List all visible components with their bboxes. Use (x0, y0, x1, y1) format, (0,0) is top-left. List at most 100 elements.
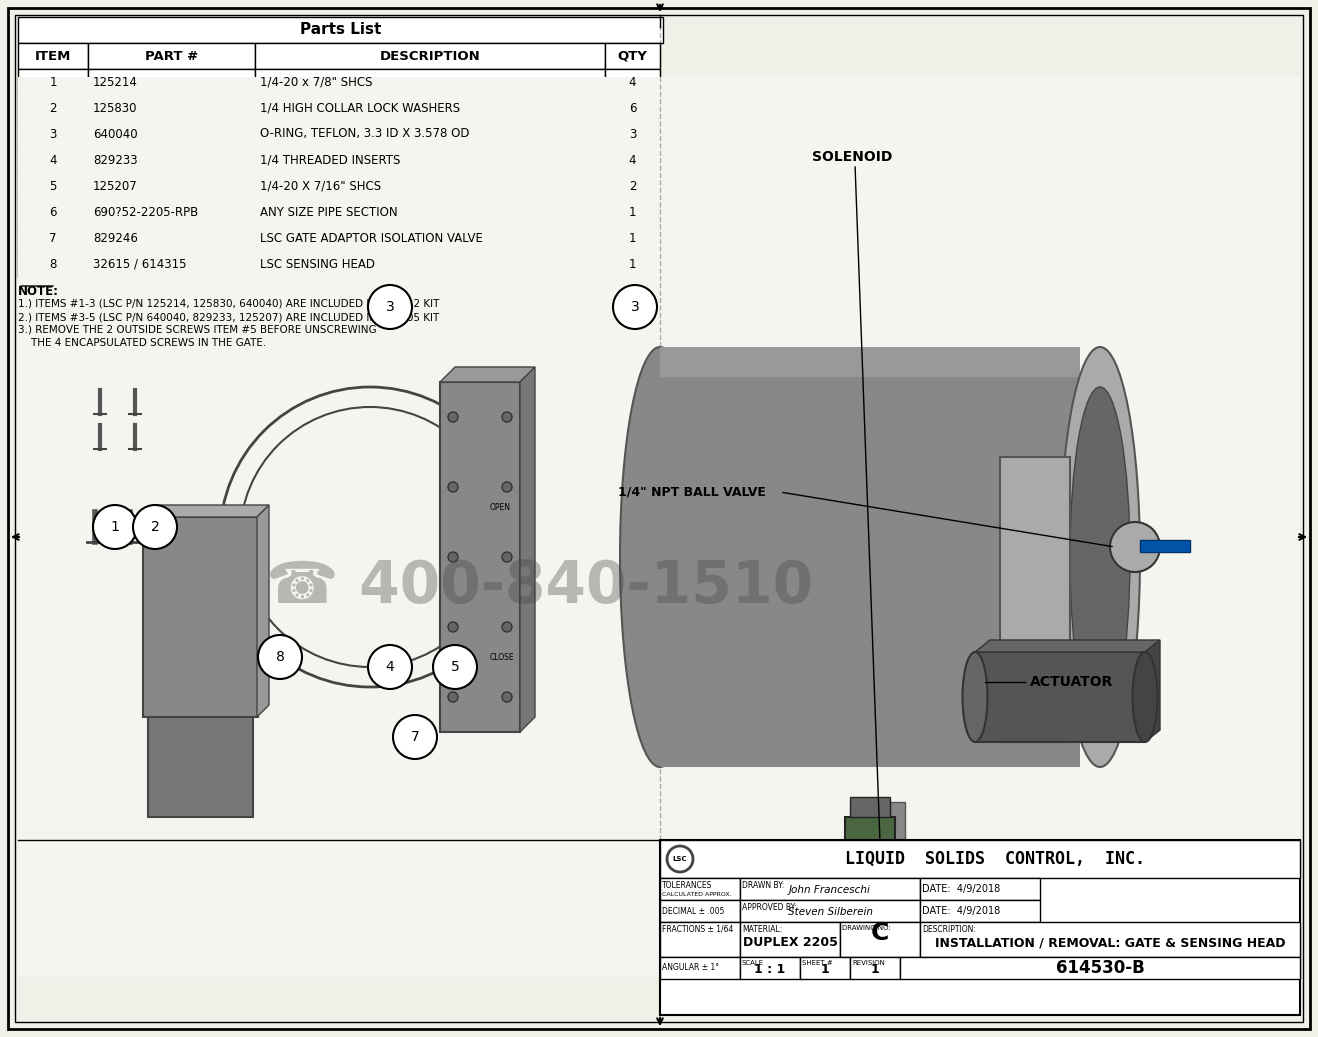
Text: 4: 4 (386, 660, 394, 674)
Bar (660, 878, 739, 900)
Bar (88, 251, 254, 277)
Circle shape (448, 412, 457, 422)
Circle shape (857, 854, 873, 870)
Circle shape (667, 846, 693, 872)
Bar (88, 225, 254, 251)
Bar (660, 840, 1300, 1015)
Text: DRAWING NO:: DRAWING NO: (842, 925, 891, 931)
Bar (920, 900, 1040, 922)
Bar (18, 225, 88, 251)
Text: OPEN: OPEN (490, 503, 511, 511)
Text: INSTALLATION / REMOVAL: GATE & SENSING HEAD: INSTALLATION / REMOVAL: GATE & SENSING H… (934, 936, 1285, 949)
Circle shape (502, 622, 511, 632)
Bar (739, 957, 800, 979)
Text: 1/4 HIGH COLLAR LOCK WASHERS: 1/4 HIGH COLLAR LOCK WASHERS (260, 102, 460, 114)
Text: 614530-B: 614530-B (1056, 959, 1144, 977)
Bar (88, 173, 254, 199)
Text: LSC SENSING HEAD: LSC SENSING HEAD (260, 257, 376, 271)
Text: 1/4-20 x 7/8" SHCS: 1/4-20 x 7/8" SHCS (260, 76, 373, 88)
Text: 1/4-20 X 7/16" SHCS: 1/4-20 X 7/16" SHCS (260, 179, 381, 193)
Text: 1: 1 (49, 76, 57, 88)
Text: QTY: QTY (618, 50, 647, 62)
Text: 8: 8 (275, 650, 285, 664)
Circle shape (448, 692, 457, 702)
Text: DESCRIPTION:: DESCRIPTION: (923, 925, 975, 934)
Text: ☎ 400-840-1510: ☎ 400-840-1510 (266, 559, 813, 616)
Bar (840, 922, 920, 957)
Bar (254, 69, 605, 95)
Text: 3: 3 (386, 300, 394, 314)
Bar (88, 147, 254, 173)
Polygon shape (257, 505, 269, 717)
Circle shape (448, 552, 457, 562)
Bar (605, 95, 660, 121)
Text: O-RING, TEFLON, 3.3 ID X 3.578 OD: O-RING, TEFLON, 3.3 ID X 3.578 OD (260, 128, 469, 140)
Bar (254, 121, 605, 147)
Text: 6: 6 (629, 102, 637, 114)
Bar (148, 717, 253, 817)
Text: Steven Silberein: Steven Silberein (787, 907, 873, 917)
Bar (605, 69, 660, 95)
Text: 2.) ITEMS #3-5 (LSC P/N 640040, 829233, 125207) ARE INCLUDED IN 829505 KIT: 2.) ITEMS #3-5 (LSC P/N 640040, 829233, … (18, 312, 439, 323)
Bar (88, 199, 254, 225)
Text: ITEM: ITEM (34, 50, 71, 62)
Text: 1: 1 (871, 963, 879, 976)
Circle shape (368, 645, 413, 689)
Text: SCALE: SCALE (742, 960, 764, 966)
Bar (254, 199, 605, 225)
Bar (660, 347, 1079, 767)
Bar (850, 957, 900, 979)
Text: 4: 4 (49, 153, 57, 167)
Bar (660, 922, 739, 957)
Text: CALCULATED APPROX.: CALCULATED APPROX. (662, 892, 731, 897)
Bar (739, 922, 840, 957)
Polygon shape (521, 367, 535, 732)
Bar (88, 69, 254, 95)
Bar (142, 517, 258, 717)
Ellipse shape (1132, 652, 1157, 742)
Text: 8: 8 (49, 257, 57, 271)
Text: APPROVED BY:: APPROVED BY: (742, 903, 797, 912)
Bar (440, 382, 521, 732)
Bar (975, 652, 1145, 742)
Bar (18, 17, 663, 43)
Bar (18, 77, 1300, 977)
Text: LSC: LSC (672, 856, 687, 862)
Polygon shape (142, 505, 269, 517)
Text: 1: 1 (629, 205, 637, 219)
Text: 690?52-2205-RPB: 690?52-2205-RPB (94, 205, 198, 219)
Text: 829233: 829233 (94, 153, 137, 167)
Bar (18, 147, 88, 173)
Text: REVISION: REVISION (851, 960, 884, 966)
Text: 1: 1 (629, 231, 637, 245)
Ellipse shape (1110, 522, 1160, 572)
Bar (739, 878, 920, 900)
Polygon shape (975, 640, 1160, 652)
Text: C: C (871, 921, 890, 945)
Text: 829246: 829246 (94, 231, 138, 245)
Bar (660, 900, 739, 922)
Text: ACTUATOR: ACTUATOR (1029, 675, 1114, 689)
Text: 1.) ITEMS #1-3 (LSC P/N 125214, 125830, 640040) ARE INCLUDED IN 725912 KIT: 1.) ITEMS #1-3 (LSC P/N 125214, 125830, … (18, 299, 439, 309)
Text: 5: 5 (451, 660, 460, 674)
Bar (660, 347, 1079, 377)
Bar (1140, 540, 1190, 552)
Circle shape (613, 285, 656, 329)
Text: 7: 7 (49, 231, 57, 245)
Bar (18, 43, 88, 69)
Text: 1: 1 (821, 963, 829, 976)
Text: CLOSE: CLOSE (490, 652, 514, 662)
Circle shape (133, 505, 177, 549)
Text: Parts List: Parts List (299, 23, 381, 37)
Text: DESCRIPTION: DESCRIPTION (380, 50, 480, 62)
Text: DATE:  4/9/2018: DATE: 4/9/2018 (923, 884, 1000, 894)
Bar (88, 43, 254, 69)
Circle shape (258, 635, 302, 679)
Ellipse shape (1070, 387, 1130, 727)
Polygon shape (1145, 640, 1160, 742)
Bar (254, 147, 605, 173)
Bar (88, 121, 254, 147)
Text: DATE:  4/9/2018: DATE: 4/9/2018 (923, 906, 1000, 916)
Bar (18, 199, 88, 225)
Text: LIQUID  SOLIDS  CONTROL,  INC.: LIQUID SOLIDS CONTROL, INC. (845, 850, 1145, 868)
